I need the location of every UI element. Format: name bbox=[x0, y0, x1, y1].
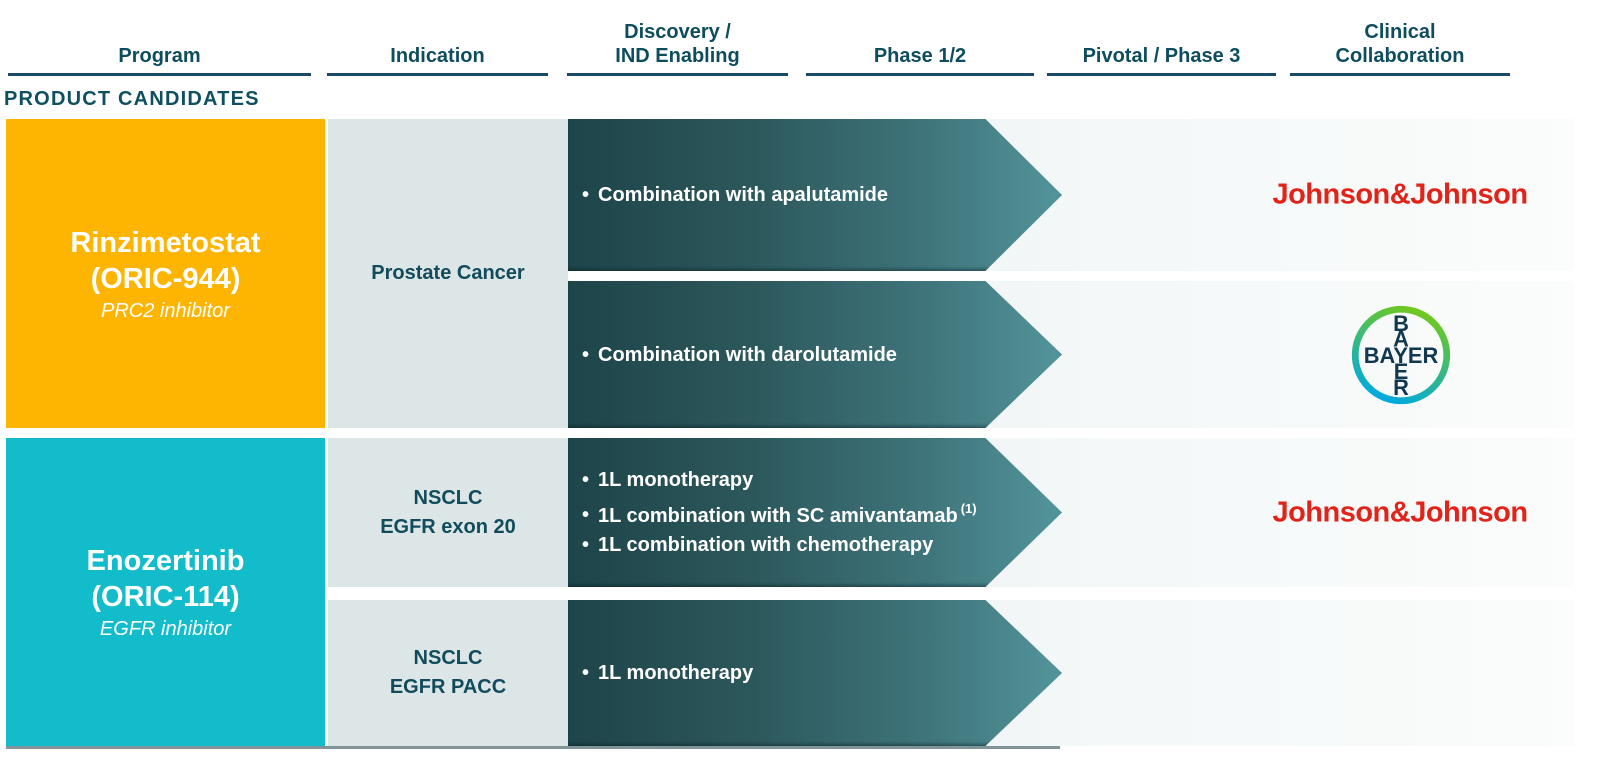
johnson-johnson-logo: Johnson&Johnson bbox=[1272, 178, 1528, 211]
column-header-pivotal-phase-3: Pivotal / Phase 3 bbox=[1047, 0, 1276, 76]
column-header-discovery-ind: Discovery / IND Enabling bbox=[567, 0, 788, 76]
column-header-line: Discovery / bbox=[624, 21, 731, 43]
column-header-line: Collaboration bbox=[1335, 45, 1465, 67]
indication-line: EGFR PACC bbox=[389, 676, 507, 698]
column-header-indication: Indication bbox=[327, 0, 548, 76]
indication-cell-nsclc-pacc: NSCLC EGFR PACC bbox=[328, 600, 568, 746]
program-mechanism: PRC2 inhibitor bbox=[101, 299, 230, 322]
bullet-icon: • bbox=[582, 184, 590, 206]
arrow-item-text: 1L monotherapy bbox=[598, 468, 754, 491]
arrow-bullet-line: • 1L combination with chemotherapy bbox=[582, 530, 977, 560]
bayer-vertical-letter: R bbox=[1393, 375, 1409, 400]
indication-line: EGFR exon 20 bbox=[380, 515, 516, 538]
bullet-icon: • bbox=[582, 468, 590, 491]
arrow-item-text: Combination with apalutamide bbox=[598, 184, 889, 206]
arrow-bullet-line: • 1L combination with SC amivantamab (1) bbox=[582, 495, 977, 531]
arrow-bullet-line: • Combination with darolutamide bbox=[582, 340, 897, 370]
program-box-enozertinib: Enozertinib (ORIC-114) EGFR inhibitor bbox=[6, 438, 325, 746]
bullet-icon: • bbox=[582, 504, 590, 527]
column-header-clinical-collaboration: Clinical Collaboration bbox=[1290, 0, 1510, 76]
johnson-johnson-logo: Johnson&Johnson bbox=[1272, 496, 1528, 528]
bayer-ring bbox=[1351, 305, 1451, 404]
indication-line: Prostate Cancer bbox=[371, 262, 525, 284]
indication-line: NSCLC bbox=[413, 647, 483, 669]
column-header-line: IND Enabling bbox=[615, 45, 740, 67]
table-bottom-edge bbox=[6, 746, 1060, 749]
column-header-line: Clinical bbox=[1364, 21, 1436, 43]
column-header-line: Program bbox=[118, 45, 201, 67]
arrow-item-text: Combination with darolutamide bbox=[598, 343, 897, 366]
arrow-item-text: 1L combination with chemotherapy bbox=[598, 534, 934, 557]
bayer-vertical-letter: E bbox=[1394, 358, 1409, 383]
pipeline-band: • Combination with apalutamide Johnson&Jo… bbox=[568, 119, 1574, 271]
pipeline-band: • 1L monotherapy bbox=[568, 600, 1574, 746]
phase-arrow-exon20: • 1L monotherapy • 1L combination with SC … bbox=[568, 438, 1062, 587]
indication-cell-prostate-cancer: Prostate Cancer bbox=[328, 119, 568, 428]
bayer-vertical-letter: B bbox=[1393, 311, 1409, 336]
program-name: Rinzimetostat bbox=[70, 226, 261, 259]
section-label-product-candidates: PRODUCT CANDIDATES bbox=[4, 88, 260, 110]
phase-arrow-apalutamide: • Combination with apalutamide bbox=[568, 119, 1062, 271]
arrow-item-text: 1L monotherapy bbox=[598, 662, 754, 684]
bayer-logo: B A BAYER E R bbox=[1349, 303, 1453, 407]
program-code: (ORIC-114) bbox=[91, 581, 240, 613]
arrow-bullet-line: • 1L monotherapy bbox=[582, 465, 977, 495]
bullet-icon: • bbox=[582, 343, 590, 366]
column-header-line: Indication bbox=[390, 45, 485, 67]
phase-arrow-pacc: • 1L monotherapy bbox=[568, 600, 1062, 746]
arrow-item-text: 1L combination with SC amivantamab bbox=[598, 504, 958, 527]
column-header-line: Phase 1/2 bbox=[873, 45, 967, 67]
program-name: Enozertinib bbox=[86, 545, 245, 577]
program-box-rinzimetostat: Rinzimetostat (ORIC-944) PRC2 inhibitor bbox=[6, 119, 325, 428]
arrow-bullet-line: • Combination with apalutamide bbox=[582, 180, 888, 210]
program-mechanism: EGFR inhibitor bbox=[99, 618, 232, 640]
footnote-ref: (1) bbox=[960, 500, 977, 516]
phase-arrow-darolutamide: • Combination with darolutamide bbox=[568, 281, 1062, 428]
indication-line: NSCLC bbox=[413, 486, 483, 509]
pipeline-band: • 1L monotherapy • 1L combination with SC … bbox=[568, 438, 1574, 587]
bullet-icon: • bbox=[582, 534, 590, 557]
program-code: (ORIC-944) bbox=[90, 262, 241, 295]
arrow-bullet-line: • 1L monotherapy bbox=[582, 658, 753, 688]
indication-cell-nsclc-exon20: NSCLC EGFR exon 20 bbox=[328, 438, 568, 587]
bullet-icon: • bbox=[582, 662, 590, 684]
bayer-vertical-letter: A bbox=[1393, 326, 1409, 351]
column-header-program: Program bbox=[8, 0, 311, 76]
bayer-horizontal-word: BAYER bbox=[1364, 342, 1439, 367]
column-header-line: Pivotal / Phase 3 bbox=[1082, 45, 1241, 67]
pipeline-band: • Combination with darolutamide B A BAYER… bbox=[568, 281, 1574, 428]
column-header-phase-1-2: Phase 1/2 bbox=[806, 0, 1034, 76]
